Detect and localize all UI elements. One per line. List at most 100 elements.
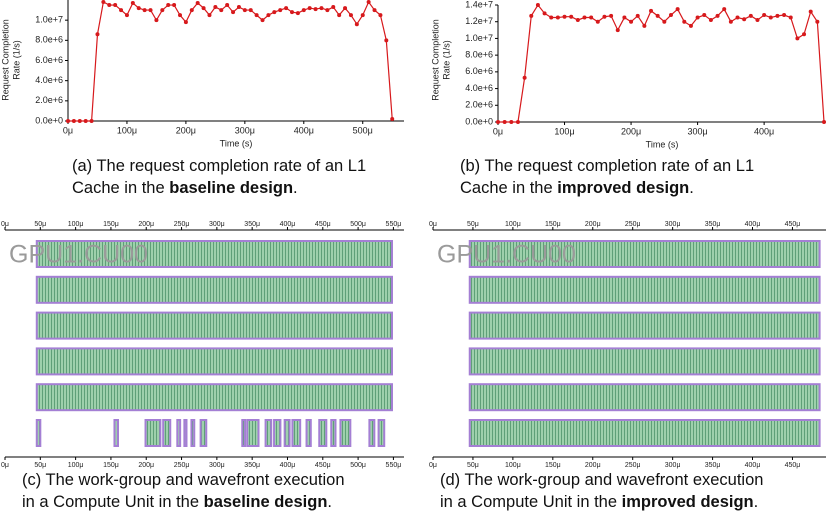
data-point: [343, 6, 348, 11]
x-tick-label: 350μ: [705, 221, 721, 228]
data-point: [535, 3, 540, 7]
x-tick-label: 0μ: [429, 221, 437, 228]
data-point: [688, 23, 693, 28]
caption-bold: baseline design: [169, 179, 293, 197]
data-point: [372, 8, 377, 13]
data-point: [83, 119, 88, 123]
x-tick-label: 450μ: [315, 462, 331, 469]
execution-segment: [368, 419, 376, 447]
data-point: [366, 0, 371, 5]
data-point: [642, 23, 647, 28]
data-point: [248, 8, 253, 13]
y-tick-label: 0.0e+0: [35, 115, 63, 125]
data-point: [649, 8, 654, 13]
data-point: [555, 15, 560, 20]
x-tick-label: 500μ: [353, 125, 373, 135]
data-point: [319, 6, 324, 11]
x-tick-label: 300μ: [209, 221, 225, 228]
data-point: [154, 18, 159, 23]
data-point: [119, 8, 124, 13]
caption-text: (d) The work-group and wavefront executi…: [440, 471, 763, 489]
data-point: [748, 13, 753, 18]
x-tick-label: 150μ: [103, 221, 119, 228]
execution-segment: [468, 240, 821, 268]
x-tick-label: 400μ: [280, 221, 296, 228]
data-point: [589, 15, 594, 20]
data-point: [107, 3, 112, 8]
data-point: [313, 7, 318, 12]
caption-line: Cache in the improved design.: [460, 179, 694, 197]
data-point: [278, 8, 283, 13]
execution-segment: [176, 419, 182, 447]
x-tick-label: 0μ: [493, 126, 503, 136]
x-tick-label: 0μ: [1, 462, 9, 469]
x-tick-label: 250μ: [174, 462, 190, 469]
data-point: [71, 119, 76, 123]
data-point: [522, 75, 527, 80]
data-point: [668, 13, 673, 18]
data-point: [822, 120, 827, 124]
y-axis-label: Request Completion: [430, 19, 440, 101]
data-point: [735, 15, 740, 20]
data-point: [715, 13, 720, 18]
data-point: [742, 17, 747, 22]
caption-line: (a) The request completion rate of an L1: [72, 157, 366, 175]
y-axis-label: Rate (1/s): [441, 40, 451, 80]
execution-segment: [377, 419, 386, 447]
execution-segment: [241, 419, 247, 447]
x-tick-label: 350μ: [244, 462, 260, 469]
x-tick-label: 350μ: [244, 221, 260, 228]
x-tick-label: 0μ: [429, 462, 437, 469]
y-tick-label: 6.0e+6: [35, 55, 63, 65]
data-point: [808, 9, 813, 14]
execution-segment: [318, 419, 328, 447]
y-tick-label: 4.0e+6: [465, 83, 493, 93]
x-tick-label: 50μ: [34, 462, 46, 469]
x-tick-label: 400μ: [745, 221, 761, 228]
caption-end: .: [689, 179, 694, 197]
data-point: [213, 5, 218, 10]
data-point: [307, 6, 312, 11]
x-tick-label: 350μ: [705, 462, 721, 469]
data-point: [166, 3, 171, 8]
x-tick-label: 200μ: [585, 221, 601, 228]
series-line: [498, 3, 825, 123]
execution-segment: [199, 419, 208, 447]
caption-line: Cache in the baseline design.: [72, 179, 298, 197]
y-tick-label: 1.0e+7: [35, 15, 63, 25]
data-point: [136, 6, 141, 11]
data-point: [290, 10, 294, 15]
execution-segment: [190, 419, 196, 447]
data-point: [189, 8, 194, 13]
caption-line: (b) The request completion rate of an L1: [460, 157, 754, 175]
x-tick-label: 100μ: [117, 125, 137, 135]
caption-end: .: [293, 179, 298, 197]
execution-segment: [246, 419, 260, 447]
data-point: [762, 13, 767, 18]
x-tick-label: 50μ: [467, 462, 479, 469]
data-point: [219, 8, 224, 13]
data-point: [148, 8, 153, 13]
caption-text: (b) The request completion rate of an L1: [460, 157, 754, 175]
execution-segment: [330, 419, 337, 447]
data-point: [615, 28, 620, 33]
data-point: [795, 36, 800, 41]
x-tick-label: 400μ: [745, 462, 761, 469]
execution-segment: [468, 383, 821, 412]
x-tick-label: 100μ: [554, 126, 574, 136]
data-point: [348, 13, 353, 18]
x-tick-label: 450μ: [315, 221, 331, 228]
series-line: [68, 0, 393, 122]
x-tick-label: 400μ: [280, 462, 296, 469]
x-tick-label: 500μ: [350, 221, 366, 228]
caption-text: in a Compute Unit in the: [440, 493, 622, 511]
data-point: [231, 10, 236, 15]
execution-segment: [283, 419, 291, 447]
x-tick-label: 300μ: [687, 126, 707, 136]
data-point: [66, 119, 70, 123]
data-point: [89, 119, 94, 123]
execution-segment: [35, 419, 42, 447]
caption-end: .: [327, 493, 332, 511]
data-point: [178, 13, 182, 18]
data-point: [124, 13, 129, 18]
